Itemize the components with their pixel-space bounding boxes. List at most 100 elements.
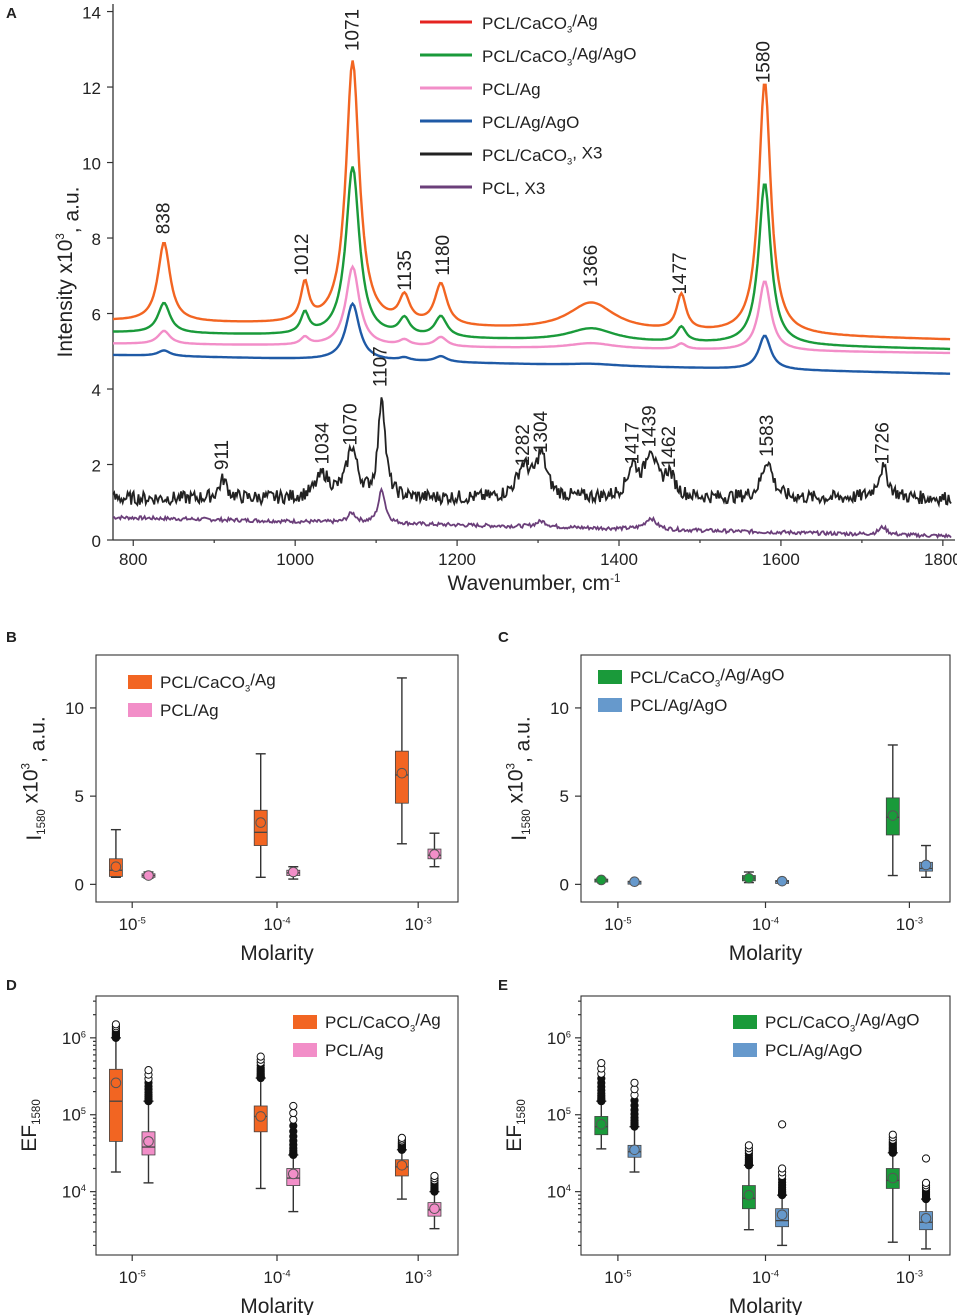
panel-c-ytick-label: 10 — [550, 699, 569, 718]
panel-b-legend-label: PCL/Ag — [160, 701, 219, 720]
panel-d-outlier — [111, 1020, 121, 1029]
panel-e-legend-label-part-0: PCL/CaCO — [765, 1013, 850, 1032]
panel-b-xtick-label: 10-5 — [119, 915, 146, 934]
panel-c-legend-label: PCL/Ag/AgO — [630, 696, 727, 715]
panel-c-y-label-part-2: x10 — [505, 769, 528, 809]
panel-e-box-group — [627, 1078, 642, 1173]
panel-a-ytick-label: 8 — [92, 230, 101, 249]
panel-a-legend-label-part-0: PCL/Ag/AgO — [482, 113, 579, 132]
panel-b-xtick-label-part-0: 10 — [263, 915, 282, 934]
panel-e-mean-marker — [595, 1119, 607, 1130]
panel-c-mean-marker — [595, 874, 607, 886]
panel-d-ytick-label-part-0: 10 — [62, 1029, 81, 1048]
panel-b-xtick-label: 10-4 — [263, 915, 290, 934]
panel-b-legend-swatch — [128, 675, 152, 689]
panel-b-y-label-part-4: , a.u. — [26, 716, 49, 763]
panel-a-peak-label: 1071 — [342, 9, 363, 51]
panel-e-xtick-label-part-0: 10 — [604, 1268, 623, 1287]
panel-c-legend-label-part-1: 3 — [715, 678, 720, 688]
panel-b-y-label-part-1: 1580 — [36, 809, 48, 835]
panel-e-ytick-label: 104 — [547, 1183, 571, 1202]
panel-e-mean-marker — [920, 1213, 932, 1224]
panel-a-peak-label: 1180 — [433, 235, 454, 276]
panel-letter-c: C — [498, 629, 509, 646]
panel-d-y-label-part-1: 1580 — [31, 1099, 43, 1125]
panel-e-ytick-label-part-0: 10 — [547, 1183, 566, 1202]
panel-a-legend-label: PCL/Ag — [482, 80, 541, 99]
panel-a-peak-label: 1462 — [659, 426, 680, 468]
panel-d-box-group — [286, 1101, 301, 1213]
panel-d-ytick-label-part-1: 6 — [81, 1029, 86, 1039]
panel-letter-b: B — [6, 629, 17, 646]
panel-c-box-group — [594, 874, 609, 886]
panel-d-ytick-label: 106 — [62, 1029, 86, 1048]
panel-b-y-label-part-2: x10 — [20, 769, 43, 809]
panel-e-box-group — [594, 1058, 609, 1150]
panel-a-x-label: Wavenumber, cm-1 — [448, 572, 621, 595]
panel-e-mean-marker — [629, 1144, 640, 1156]
panel-c-xtick-label-part-0: 10 — [752, 915, 771, 934]
panel-d-box-group — [141, 1066, 156, 1184]
panel-a-peak-label: 1726 — [873, 422, 894, 464]
panel-d-xtick-label-part-1: -3 — [423, 1268, 431, 1278]
panel-a-ytick-label: 0 — [92, 532, 101, 551]
panel-e-y-label: EF1580 — [503, 1099, 528, 1152]
panel-e-mean-marker — [743, 1189, 755, 1201]
panel-a-legend-label: PCL/CaCO3, X3 — [482, 143, 602, 166]
panel-a-legend-label-part-0: PCL/CaCO — [482, 14, 567, 33]
panel-a-peak-label: 1282 — [513, 424, 534, 466]
panel-a-xtick-label: 1400 — [600, 550, 638, 569]
panel-e-box-group — [741, 1141, 756, 1231]
panel-d-box — [109, 1068, 123, 1142]
panel-d-box-group — [109, 1020, 123, 1173]
panel-e-legend-swatch — [733, 1015, 757, 1029]
panel-c-ytick-label: 5 — [560, 787, 569, 806]
panel-b-legend-label: PCL/CaCO3/Ag — [160, 670, 276, 693]
panel-e-y-label-part-1: 1580 — [516, 1099, 528, 1125]
panel-a-peak-label: 1012 — [292, 233, 313, 275]
panel-d-outlier — [256, 1052, 265, 1061]
panel-a-xtick-label: 800 — [119, 550, 147, 569]
panel-e-outlier — [744, 1141, 753, 1150]
panel-a-y-label-part-1: 3 — [55, 233, 67, 239]
panel-e-mean-marker — [887, 1172, 899, 1184]
panel-a-ytick-label: 6 — [92, 306, 101, 325]
panel-c-frame — [580, 654, 951, 903]
panel-a-x-label-part-1: -1 — [610, 573, 620, 585]
panel-c-box-group — [775, 875, 790, 887]
panel-b-y-label-part-0: I — [23, 835, 46, 841]
panel-e-outlier — [597, 1058, 606, 1068]
panel-a-peak-label: 1135 — [395, 250, 416, 291]
panel-a-legend-label-part-1: 3 — [567, 156, 572, 166]
panel-b-ytick-label: 0 — [75, 875, 84, 894]
panel-c-mean-marker — [920, 859, 932, 871]
panel-c-xtick-label-part-1: -3 — [915, 915, 923, 925]
panel-d-ytick-label-part-0: 10 — [62, 1106, 81, 1125]
panel-a-legend-label-part-2: , X3 — [572, 143, 602, 162]
panel-d-legend-label-part-0: PCL/CaCO — [325, 1013, 410, 1032]
panel-a-peak-label: 1107 — [371, 346, 392, 387]
panel-b-box-group — [109, 828, 123, 878]
panel-b-mean-marker — [255, 817, 267, 828]
panel-c-xtick-label-part-0: 10 — [896, 915, 915, 934]
panel-a-series-line — [113, 264, 951, 355]
panel-d-xtick-label: 10-3 — [405, 1268, 432, 1287]
panel-e-legend-label-part-2: /Ag/AgO — [855, 1010, 919, 1029]
panel-b-y-label-part-3: 3 — [21, 763, 33, 769]
panel-letter-e: E — [498, 977, 508, 994]
panel-e-xtick-label-part-1: -3 — [915, 1268, 923, 1278]
panel-d-ytick-label: 104 — [62, 1183, 86, 1202]
panel-a-legend-label: PCL/CaCO3/Ag — [482, 11, 598, 34]
panel-e-legend-label: PCL/CaCO3/Ag/AgO — [765, 1010, 920, 1033]
panel-b-box-group — [141, 870, 156, 881]
panel-e-xtick-label: 10-3 — [896, 1268, 923, 1287]
panel-e-ytick-label-part-0: 10 — [547, 1029, 566, 1048]
panel-d-legend-label-part-0: PCL/Ag — [325, 1041, 384, 1060]
panel-b-legend-swatch — [128, 703, 152, 717]
panel-a-legend-label-part-1: 3 — [567, 57, 572, 67]
panel-d-xtick-label-part-0: 10 — [263, 1268, 282, 1287]
panel-e-mean-marker — [776, 1209, 788, 1221]
panel-d-box-group — [427, 1171, 442, 1230]
panel-d-legend-label-part-2: /Ag — [415, 1010, 441, 1029]
